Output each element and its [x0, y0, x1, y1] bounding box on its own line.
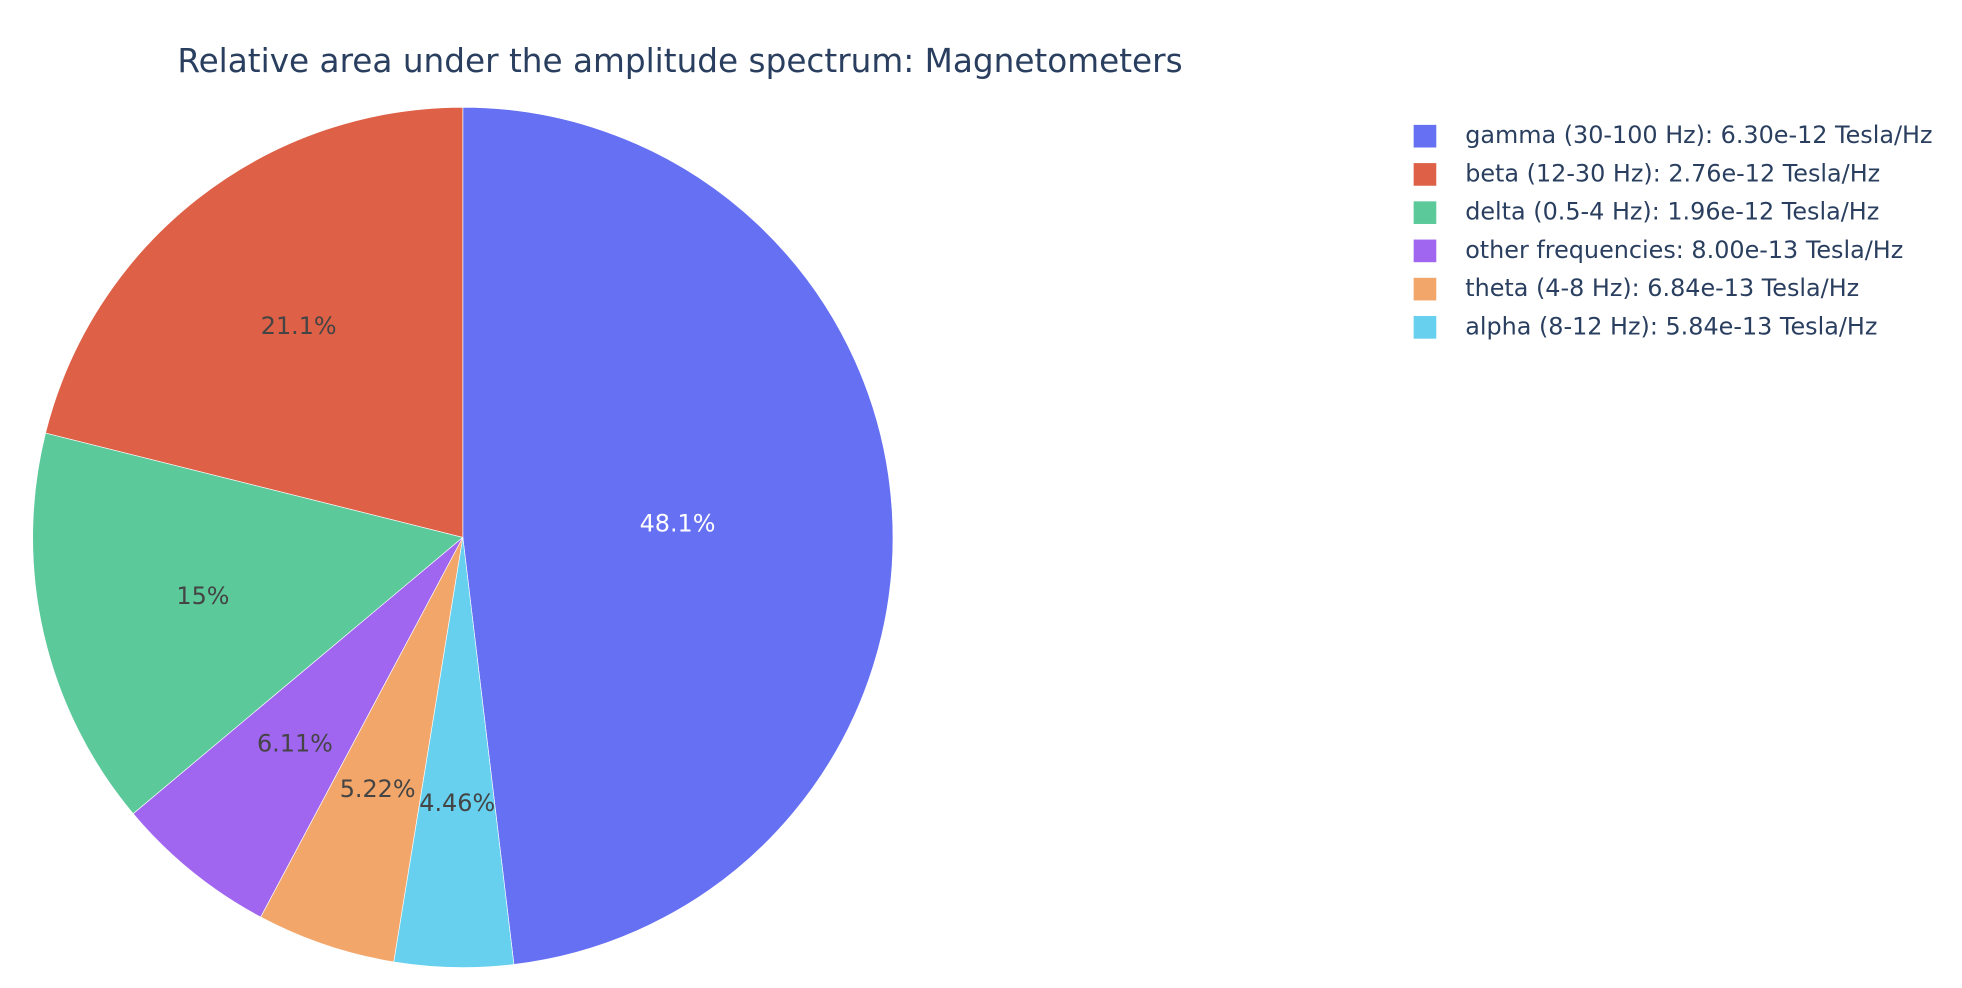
chart-title: Relative area under the amplitude spectr…: [177, 42, 1182, 80]
slice-label: 4.46%: [419, 789, 495, 817]
slice-label: 6.11%: [257, 730, 333, 758]
legend-swatch: [1413, 163, 1437, 186]
pie-slice: [32, 432, 464, 815]
pie-slice: [393, 537, 515, 968]
legend-swatch: [1413, 124, 1437, 148]
slice-label: 5.22%: [340, 775, 416, 803]
legend-label: gamma (30-100 Hz): 6.30e-12 Tesla/Hz: [1465, 121, 1932, 149]
pie-slice: [132, 537, 464, 918]
legend-swatch: [1413, 316, 1437, 339]
legend-swatch: [1413, 277, 1437, 301]
legend-label: delta (0.5-4 Hz): 1.96e-12 Tesla/Hz: [1465, 198, 1879, 226]
legend-label: alpha (8-12 Hz): 5.84e-13 Tesla/Hz: [1465, 312, 1877, 340]
legend-label: theta (4-8 Hz): 6.84e-13 Tesla/Hz: [1465, 274, 1859, 302]
slice-label: 48.1%: [640, 510, 716, 538]
pie-slice: [462, 106, 894, 965]
slice-label: 15%: [176, 582, 229, 610]
pie-slice: [260, 537, 464, 963]
legend-label: other frequencies: 8.00e-13 Tesla/Hz: [1465, 236, 1903, 264]
legend-swatch: [1413, 201, 1437, 224]
pie-slice: [45, 106, 464, 538]
slice-label: 21.1%: [261, 312, 337, 340]
legend-label: beta (12-30 Hz): 2.76e-12 Tesla/Hz: [1465, 159, 1880, 187]
legend-swatch: [1413, 239, 1437, 263]
